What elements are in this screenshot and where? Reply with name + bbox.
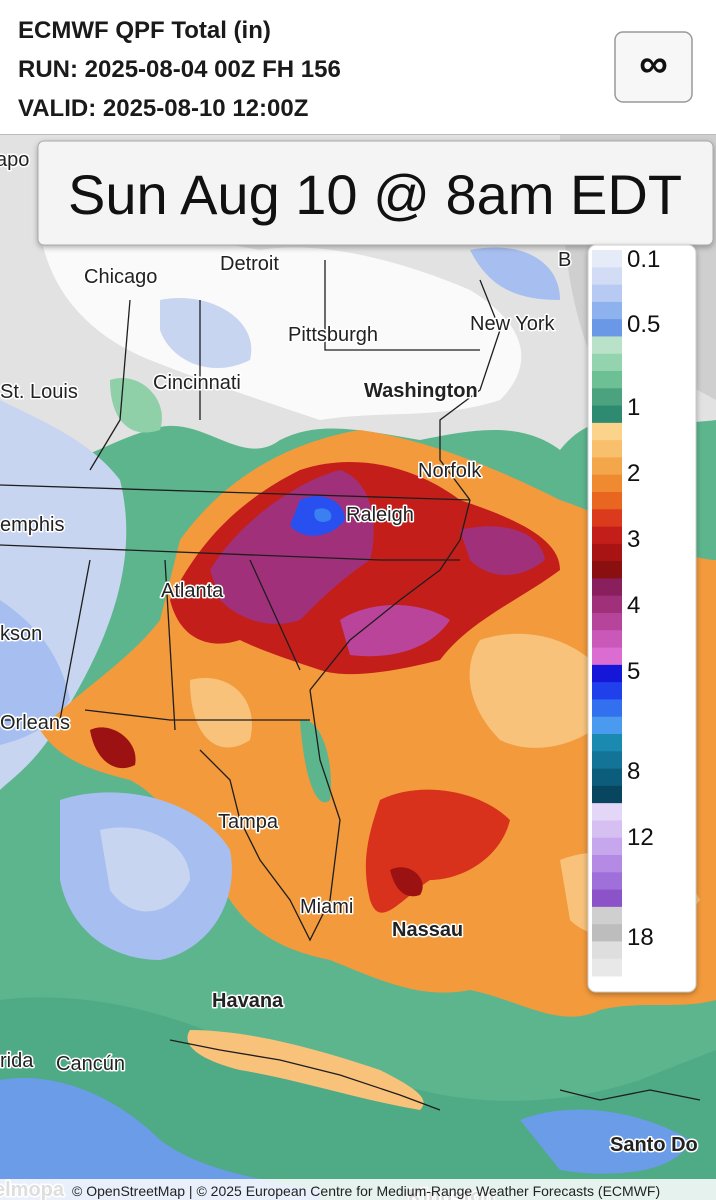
- legend-swatch: [592, 267, 622, 286]
- legend-swatch: [592, 250, 622, 268]
- legend-swatch: [592, 716, 622, 735]
- legend-swatch: [592, 371, 622, 389]
- city-label: apo: [0, 149, 29, 171]
- attribution-bg: [0, 1179, 716, 1200]
- legend-label: 5: [627, 658, 640, 685]
- city-label: Pittsburgh: [288, 324, 378, 346]
- city-label: St. Louis: [0, 381, 78, 403]
- legend-label: 18: [627, 924, 654, 951]
- legend-swatch: [592, 803, 622, 821]
- legend-swatch: [592, 457, 622, 476]
- city-label: Washington: [364, 380, 478, 402]
- legend-swatch: [592, 284, 622, 303]
- city-label: B: [558, 249, 571, 271]
- legend-swatch: [592, 837, 622, 856]
- legend-swatch: [592, 526, 622, 545]
- city-label: emphis: [0, 514, 64, 536]
- legend-swatch: [592, 734, 622, 752]
- header-bg: [0, 0, 716, 135]
- legend-swatch: [592, 578, 622, 597]
- map-labels: apo Chicago Detroit Pittsburgh New York St. L…: [0, 148, 699, 1200]
- legend-label: 0.1: [627, 246, 660, 273]
- city-label: Miami: [300, 896, 353, 918]
- legend-swatch: [592, 613, 622, 631]
- legend-swatch: [592, 889, 622, 908]
- legend-swatch: [592, 336, 622, 355]
- header-title: ECMWF QPF Total (in): [18, 17, 271, 44]
- legend-swatch: [592, 561, 622, 579]
- city-label: Tampa: [218, 811, 279, 833]
- header-valid: VALID: 2025-08-10 12:00Z: [18, 95, 308, 122]
- legend-swatch: [592, 492, 622, 510]
- button-frame[interactable]: [614, 31, 693, 103]
- legend-swatch: [592, 906, 622, 925]
- city-label: kson: [0, 623, 42, 645]
- legend-label: 8: [627, 758, 640, 785]
- city-label: Raleigh: [346, 504, 414, 526]
- legend-swatch: [592, 768, 622, 787]
- legend-label: 0.5: [627, 311, 660, 338]
- legend-swatch: [592, 699, 622, 718]
- legend-swatch: [592, 474, 622, 493]
- legend-swatch: [592, 682, 622, 700]
- banner-text: Sun Aug 10 @ 8am EDT: [68, 163, 682, 226]
- legend-swatch: [592, 422, 622, 441]
- legend-swatch: [592, 941, 622, 960]
- city-label: Santo Do: [610, 1134, 698, 1156]
- legend-label: 2: [627, 460, 640, 487]
- legend-swatch: [592, 630, 622, 649]
- legend-swatch: [592, 543, 622, 562]
- legend-swatch: [592, 751, 622, 770]
- city-label: New York: [470, 313, 555, 335]
- legend-swatch: [592, 319, 622, 337]
- boundaries: [0, 260, 701, 1111]
- legend-swatch: [592, 388, 622, 407]
- legend-swatch: [592, 405, 622, 424]
- attribution: © OpenStreetMap | © 2025 European Centre…: [72, 1183, 660, 1199]
- legend-swatch: [592, 872, 622, 891]
- legend-swatch: [592, 595, 622, 614]
- city-label: Orleans: [0, 712, 70, 734]
- legend-swatch: [592, 924, 622, 942]
- legend-swatch: [592, 958, 622, 977]
- legend-swatch: [592, 855, 622, 873]
- legend-swatch: [592, 353, 622, 372]
- time-banner: [37, 140, 714, 246]
- city-label: rida: [0, 1050, 34, 1072]
- city-label: Chicago: [84, 266, 157, 288]
- legend-label: 4: [627, 592, 640, 619]
- city-label: Detroit: [220, 253, 279, 275]
- city-label: Cincinnati: [153, 372, 241, 394]
- legend-swatch: [592, 509, 622, 528]
- button-icon[interactable]: ∞: [639, 42, 668, 86]
- city-label: Havana: [212, 990, 284, 1012]
- legend-swatch: [592, 785, 622, 804]
- header-run: RUN: 2025-08-04 00Z FH 156: [18, 56, 341, 83]
- legend-swatch: [592, 647, 622, 666]
- legend-swatch: [592, 664, 622, 683]
- legend-label: 3: [627, 526, 640, 553]
- legend-label: 12: [627, 824, 654, 851]
- legend-swatch: [592, 301, 622, 320]
- city-label: Nassau: [392, 919, 463, 941]
- city-label: Atlanta: [161, 580, 224, 602]
- legend-label: 1: [627, 394, 640, 421]
- loop-button[interactable]: ∞: [614, 31, 693, 103]
- city-label: Cancún: [56, 1053, 125, 1075]
- legend-swatch: [592, 820, 622, 839]
- legend-swatch: [592, 440, 622, 458]
- city-label: Norfolk: [418, 460, 482, 482]
